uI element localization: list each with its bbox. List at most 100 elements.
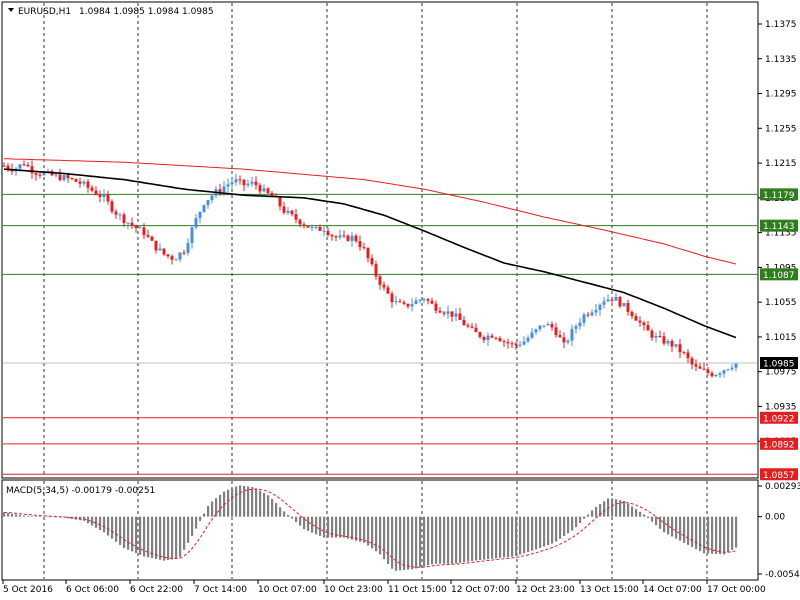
macd-bar — [159, 516, 162, 560]
macd-bar — [463, 516, 466, 563]
price-tick-label: 1.0975 — [765, 368, 797, 378]
candle-body — [510, 343, 514, 345]
macd-bar — [591, 510, 594, 517]
macd-bar — [691, 516, 694, 548]
macd-bar — [639, 511, 642, 517]
candle-body — [182, 252, 186, 254]
macd-bar — [503, 516, 506, 558]
macd-bar — [23, 515, 26, 517]
macd-bar — [627, 503, 630, 517]
macd-bar — [511, 516, 514, 557]
candle-body — [418, 299, 422, 301]
macd-bar — [479, 516, 482, 560]
macd-bar — [335, 516, 338, 538]
candle-body — [202, 205, 206, 212]
time-label-11: 17 Oct 00:00 — [707, 585, 766, 595]
macd-bar — [507, 516, 510, 558]
macd-bar — [527, 516, 530, 553]
candle-body — [178, 252, 182, 260]
candle-body — [690, 358, 694, 365]
candle-body — [106, 194, 110, 202]
candle-body — [318, 226, 322, 231]
candle-body — [426, 299, 430, 301]
candle-body — [354, 235, 358, 242]
macd-bar — [363, 516, 366, 543]
macd-bar — [531, 516, 534, 551]
candle-body — [118, 214, 122, 216]
macd-bar — [143, 516, 146, 557]
price-tick-label: 1.1255 — [765, 124, 797, 134]
candle-body — [334, 236, 338, 238]
candle-body — [602, 301, 606, 305]
price-tick-label: 1.1015 — [765, 333, 797, 343]
macd-bar — [187, 516, 190, 543]
macd-bar — [615, 499, 618, 517]
macd-tick-label: -0.00548 — [765, 570, 800, 580]
macd-bar — [327, 516, 330, 538]
candlesticks — [2, 160, 738, 379]
candle-body — [222, 186, 226, 192]
candle-body — [498, 338, 502, 342]
candle-body — [654, 335, 658, 338]
level-box-2 — [760, 268, 798, 281]
macd-bar — [259, 490, 262, 517]
macd-bar — [323, 516, 326, 538]
candle-body — [18, 164, 22, 169]
macd-bar — [315, 516, 318, 535]
price-tick-label: 1.1055 — [765, 298, 797, 308]
macd-bar — [3, 512, 6, 517]
macd-bar — [563, 516, 566, 537]
candle-body — [166, 254, 170, 257]
candle-body — [38, 174, 42, 176]
candle-body — [658, 335, 662, 337]
macd-bar — [459, 516, 462, 563]
vertical-gridlines — [43, 3, 708, 579]
macd-bar — [703, 516, 706, 554]
candle-body — [542, 325, 546, 327]
macd-bar — [571, 516, 574, 531]
candle-body — [538, 325, 542, 330]
macd-bar — [207, 505, 210, 517]
candle-body — [258, 185, 262, 192]
candle-body — [2, 165, 6, 167]
collapse-triangle-icon[interactable] — [8, 8, 14, 12]
candle-body — [422, 299, 426, 301]
macd-bar — [623, 500, 626, 517]
candle-body — [330, 235, 334, 237]
candle-body — [246, 183, 250, 186]
candle-body — [126, 222, 130, 224]
candle-body — [630, 311, 634, 317]
macd-bar — [163, 516, 166, 561]
macd-bar — [403, 516, 406, 571]
candle-body — [682, 352, 686, 354]
macd-bar — [275, 503, 278, 517]
candle-body — [586, 314, 590, 316]
time-label-5: 10 Oct 23:00 — [324, 585, 383, 595]
time-label-8: 12 Oct 23:00 — [516, 585, 575, 595]
candle-body — [138, 227, 142, 229]
candle-body — [650, 330, 654, 338]
macd-bar — [139, 516, 142, 555]
candle-body — [434, 303, 438, 311]
macd-bar — [71, 516, 74, 519]
time-label-4: 10 Oct 07:00 — [258, 585, 317, 595]
candle-body — [726, 369, 730, 371]
candle-body — [286, 210, 290, 213]
macd-bar — [519, 516, 522, 555]
ma-fast-line — [3, 168, 737, 339]
macd-bar — [291, 516, 294, 519]
candle-body — [590, 312, 594, 316]
candle-body — [558, 335, 562, 338]
ma-slow-line — [3, 158, 737, 265]
macd-bar — [91, 516, 94, 526]
candle-body — [22, 164, 26, 166]
macd-bar — [523, 516, 526, 554]
candle-body — [34, 173, 38, 175]
macd-bar — [223, 491, 226, 517]
price-tick-label: 1.1215 — [765, 159, 797, 169]
candle-body — [734, 363, 738, 368]
macd-bar — [539, 516, 542, 548]
macd-bar — [515, 516, 518, 556]
macd-bar — [427, 516, 430, 566]
